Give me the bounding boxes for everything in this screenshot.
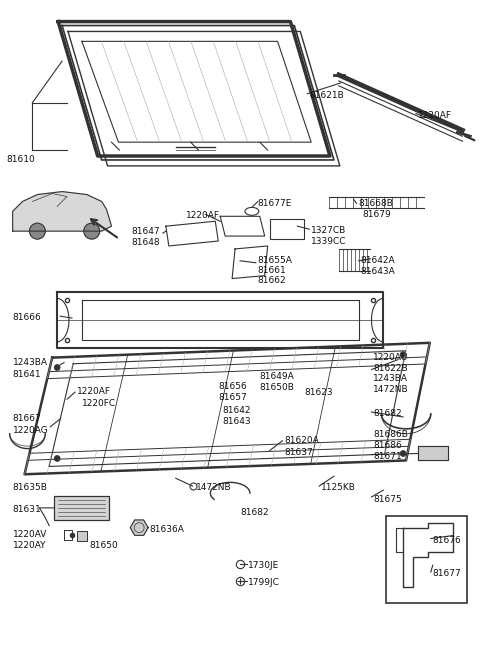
Text: 81621B: 81621B [309,91,344,100]
Text: 81610: 81610 [7,155,36,164]
Text: 81631: 81631 [12,505,41,514]
Text: 81661: 81661 [258,266,287,274]
Text: 1472NB: 1472NB [195,483,231,492]
Circle shape [400,352,406,358]
Text: 81649A: 81649A [260,373,295,381]
Text: 81662: 81662 [258,276,287,285]
Text: 81647: 81647 [131,227,160,236]
Text: 1472NB: 1472NB [373,385,409,394]
Text: 81667: 81667 [12,414,41,423]
Polygon shape [418,445,447,460]
Text: 1220AF: 1220AF [77,387,111,396]
Text: 1730JE: 1730JE [248,561,279,570]
Text: 81643: 81643 [222,417,251,426]
Text: 81682: 81682 [373,409,402,418]
Text: 81650: 81650 [90,542,119,550]
Polygon shape [130,520,148,535]
Circle shape [84,223,100,239]
Text: 1220AG: 1220AG [12,426,48,435]
Text: 81686: 81686 [373,441,402,450]
Text: 81648: 81648 [131,238,160,247]
Text: 81675: 81675 [373,495,402,504]
Text: 81656: 81656 [218,383,247,391]
Text: 1125KB: 1125KB [321,483,356,492]
Bar [270,219,304,239]
Text: 81642: 81642 [222,406,251,415]
Text: 81676: 81676 [433,536,461,544]
Circle shape [29,223,45,239]
Text: 81620A: 81620A [285,436,319,445]
Bar [386,515,468,603]
Text: 1339CC: 1339CC [311,237,347,246]
Text: 81671: 81671 [373,451,402,460]
Bar [77,531,87,540]
Text: 81641: 81641 [12,369,41,379]
Text: 1220AF: 1220AF [186,212,220,220]
Text: 81655A: 81655A [258,256,293,265]
Text: 1327CB: 1327CB [311,226,347,235]
Polygon shape [12,192,111,231]
Text: 81643A: 81643A [360,267,396,276]
Text: 81635B: 81635B [12,483,48,492]
Text: 1799JC: 1799JC [248,578,280,586]
Text: 1220FC: 1220FC [82,399,116,408]
Text: 81642A: 81642A [360,256,395,265]
Text: 81686B: 81686B [373,430,408,439]
Text: 1220AU: 1220AU [373,352,409,362]
Text: 81677E: 81677E [258,198,292,208]
Text: 81677: 81677 [433,569,461,578]
Bar [54,496,108,520]
Text: 81636A: 81636A [149,525,184,534]
Text: 81623: 81623 [304,388,333,398]
Text: 1220AF: 1220AF [418,111,452,120]
Text: 81657: 81657 [218,393,247,402]
Text: 81622B: 81622B [373,364,408,373]
Circle shape [54,365,60,371]
Text: 81650B: 81650B [260,383,295,392]
Text: 1243BA: 1243BA [373,375,408,383]
Text: 81679: 81679 [362,210,391,219]
Text: 81682: 81682 [240,508,269,517]
Circle shape [54,455,60,461]
Text: 1243BA: 1243BA [12,358,48,367]
Text: 1220AY: 1220AY [12,542,46,550]
Text: 81666: 81666 [12,313,41,322]
Circle shape [400,451,406,457]
Text: 1220AV: 1220AV [12,530,47,538]
Text: 81668B: 81668B [359,200,394,208]
Text: 81637: 81637 [285,447,313,457]
